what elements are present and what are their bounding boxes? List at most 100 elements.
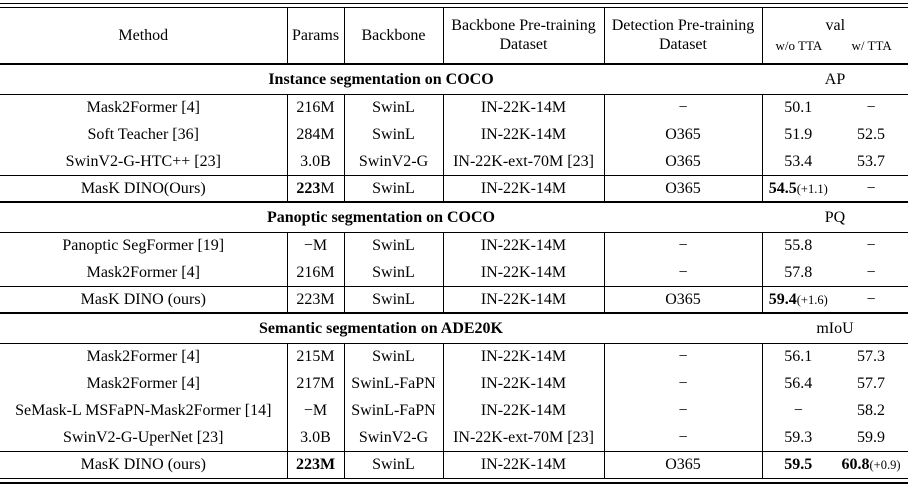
cell-method: SeMask-L MSFaPN-Mask2Former [14] (0, 397, 288, 424)
cell-params: 216M (287, 259, 345, 286)
value-delta: (+1.1) (796, 181, 828, 196)
params-bold: 223 (296, 179, 321, 197)
cell-w-tta: − (866, 99, 876, 117)
cell-backbone: SwinL-FaPN (344, 370, 444, 397)
cell-backbone-pretraining: IN-22K-14M (443, 232, 605, 259)
table-row: Mask2Former [4] 216M SwinL IN-22K-14M − … (0, 94, 908, 121)
cell-w-tta: 57.7 (857, 374, 885, 392)
cell-detection-pretraining: O365 (604, 175, 763, 202)
cell-w-tta: 52.5 (857, 125, 885, 143)
cell-backbone: SwinL (344, 259, 444, 286)
cell-backbone-pretraining: IN-22K-ext-70M [23] (443, 148, 605, 175)
cell-backbone: SwinL-FaPN (344, 397, 444, 424)
cell-params: 223M (287, 451, 345, 478)
section-title: Instance segmentation on COCO (268, 70, 494, 88)
cell-w-tta: 60.8(+0.9) (834, 451, 908, 478)
cell-wo-tta: 55.8 (784, 237, 813, 255)
table-row: Panoptic SegFormer [19] −M SwinL IN-22K-… (0, 232, 908, 259)
cell-w-tta: − (866, 179, 876, 197)
cell-wo-tta: 50.1 (784, 99, 813, 117)
cell-backbone-pretraining: IN-22K-14M (443, 370, 605, 397)
cell-wo-tta: 56.1 (784, 348, 813, 366)
table-row-ours: MasK DINO (ours) 223M SwinL IN-22K-14M O… (0, 286, 908, 313)
cell-w-tta: − (866, 290, 876, 308)
cell-detection-pretraining: O365 (604, 286, 763, 313)
cell-backbone: SwinL (344, 343, 444, 370)
cell-params: 215M (287, 343, 345, 370)
params-bold: 223M (295, 456, 336, 474)
cell-backbone: SwinL (344, 94, 444, 121)
cell-params: 3.0B (287, 424, 345, 451)
cell-method: SwinV2-G-UperNet [23] (0, 424, 288, 451)
cell-backbone: SwinL (344, 121, 444, 148)
cell-wo-tta: 51.9 (784, 125, 813, 143)
col-header-method: Method (0, 8, 288, 64)
tta-subheader-row: w/o TTA w/ TTA (763, 35, 908, 58)
cell-w-tta: 59.9 (857, 428, 885, 446)
cell-backbone-pretraining: IN-22K-14M (443, 286, 605, 313)
cell-backbone: SwinL (344, 286, 444, 313)
table-row: SeMask-L MSFaPN-Mask2Former [14] −M Swin… (0, 397, 908, 424)
cell-method: MasK DINO(Ours) (0, 175, 288, 202)
cell-method: MasK DINO (ours) (0, 286, 288, 313)
cell-wo-tta: 54.5(+1.1) (762, 175, 834, 202)
cell-backbone: SwinV2-G (344, 424, 444, 451)
table-row-ours: MasK DINO (ours) 223M SwinL IN-22K-14M O… (0, 451, 908, 478)
cell-detection-pretraining: − (604, 259, 763, 286)
cell-w-tta: 57.3 (857, 348, 885, 366)
cell-wo-tta: 57.8 (784, 263, 813, 281)
col-header-w-tta: w/ TTA (851, 38, 892, 54)
table-row: Soft Teacher [36] 284M SwinL IN-22K-14M … (0, 121, 908, 148)
section-metric: PQ (824, 208, 846, 226)
table-row-ours: MasK DINO(Ours) 223M SwinL IN-22K-14M O3… (0, 175, 908, 202)
results-table: Method Params Backbone Backbone Pre-trai… (0, 8, 908, 478)
cell-method: Mask2Former [4] (0, 94, 288, 121)
value-delta: (+0.9) (869, 458, 901, 473)
col-header-backbone-pretraining: Backbone Pre-training Dataset (443, 8, 605, 64)
table-top-rule (0, 3, 908, 8)
cell-backbone: SwinL (344, 232, 444, 259)
table-row: SwinV2-G-HTC++ [23] 3.0B SwinV2-G IN-22K… (0, 148, 908, 175)
cell-detection-pretraining: O365 (604, 148, 763, 175)
table-row: Mask2Former [4] 217M SwinL-FaPN IN-22K-1… (0, 370, 908, 397)
col-header-wo-tta: w/o TTA (775, 38, 823, 54)
cell-params: −M (287, 397, 345, 424)
section-title: Semantic segmentation on ADE20K (259, 319, 503, 337)
cell-params: 217M (287, 370, 345, 397)
col-header-params: Params (287, 8, 345, 64)
params-suffix: M (320, 179, 335, 197)
cell-backbone: SwinL (344, 451, 444, 478)
table-row: SwinV2-G-UperNet [23] 3.0B SwinV2-G IN-2… (0, 424, 908, 451)
cell-params: 284M (287, 121, 345, 148)
section-row-panoptic: Panoptic segmentation on COCO PQ (0, 202, 908, 232)
section-row-semantic: Semantic segmentation on ADE20K mIoU (0, 313, 908, 343)
cell-backbone-pretraining: IN-22K-14M (443, 397, 605, 424)
cell-wo-tta: 53.4 (784, 152, 813, 170)
cell-backbone-pretraining: IN-22K-14M (443, 94, 605, 121)
cell-method: Mask2Former [4] (0, 370, 288, 397)
cell-detection-pretraining: − (604, 94, 763, 121)
cell-params: −M (287, 232, 345, 259)
value-main: 59.5 (784, 456, 813, 474)
cell-detection-pretraining: − (604, 397, 763, 424)
section-title: Panoptic segmentation on COCO (267, 208, 495, 226)
cell-wo-tta: 59.5 (762, 451, 834, 478)
cell-backbone-pretraining: IN-22K-14M (443, 451, 605, 478)
value-delta: (+1.6) (796, 292, 828, 307)
cell-backbone-pretraining: IN-22K-14M (443, 121, 605, 148)
section-metric: mIoU (816, 319, 854, 337)
cell-w-tta: − (866, 237, 876, 255)
cell-detection-pretraining: − (604, 370, 763, 397)
value-main: 54.5 (768, 179, 797, 197)
cell-wo-tta: 59.3 (784, 428, 813, 446)
val-label: val (825, 17, 846, 35)
cell-detection-pretraining: O365 (604, 121, 763, 148)
cell-wo-tta: 56.4 (784, 374, 813, 392)
section-row-instance: Instance segmentation on COCO AP (0, 64, 908, 94)
table-row: Mask2Former [4] 216M SwinL IN-22K-14M − … (0, 259, 908, 286)
cell-method: Mask2Former [4] (0, 343, 288, 370)
cell-detection-pretraining: − (604, 424, 763, 451)
cell-detection-pretraining: − (604, 232, 763, 259)
cell-backbone-pretraining: IN-22K-14M (443, 343, 605, 370)
